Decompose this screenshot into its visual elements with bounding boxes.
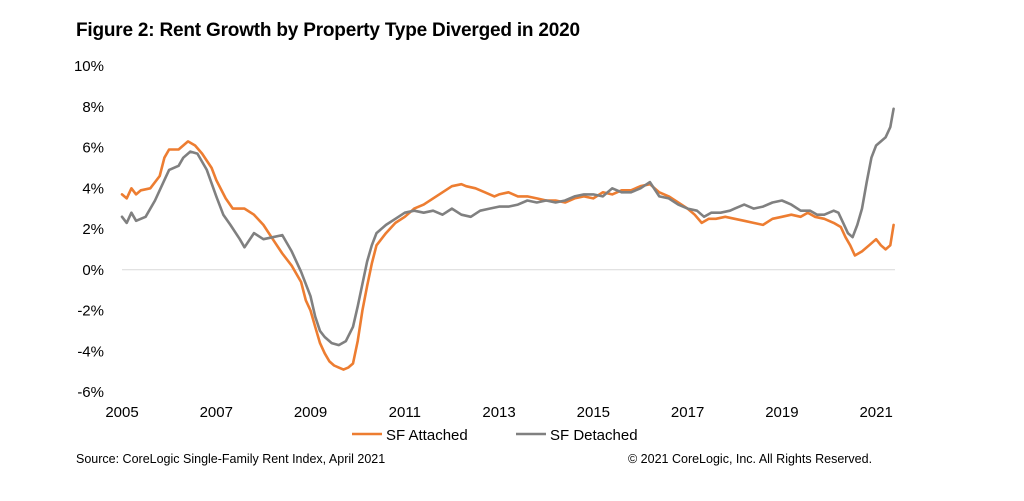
legend-label: SF Attached — [386, 427, 468, 444]
y-tick-label: 6% — [82, 140, 104, 157]
legend-label: SF Detached — [550, 427, 638, 444]
x-tick-label: 2015 — [577, 404, 610, 421]
x-tick-label: 2007 — [200, 404, 233, 421]
source-note: Source: CoreLogic Single-Family Rent Ind… — [76, 452, 386, 466]
x-tick-label: 2021 — [859, 404, 892, 421]
x-axis: 2005 2007 2009 2011 2013 2015 2017 2019 2021 — [105, 404, 893, 421]
y-tick-label: -6% — [77, 384, 104, 401]
y-tick-label: 10% — [74, 58, 104, 75]
chart-title: Figure 2: Rent Growth by Property Type D… — [76, 20, 580, 41]
x-tick-label: 2009 — [294, 404, 327, 421]
y-tick-label: 0% — [82, 262, 104, 279]
y-tick-label: -4% — [77, 343, 104, 360]
copyright-note: © 2021 CoreLogic, Inc. All Rights Reserv… — [628, 452, 873, 466]
x-tick-label: 2017 — [671, 404, 704, 421]
y-tick-label: 2% — [82, 221, 104, 238]
series-line-sf-attached — [120, 140, 895, 371]
y-axis: 10% 8% 6% 4% 2% 0% -2% -4% -6% — [74, 58, 104, 401]
x-tick-label: 2005 — [105, 404, 138, 421]
series-lines — [120, 107, 895, 371]
y-tick-label: 4% — [82, 180, 104, 197]
y-tick-label: -2% — [77, 303, 104, 320]
series-line-sf-detached — [120, 107, 895, 347]
y-tick-label: 8% — [82, 99, 104, 116]
x-tick-label: 2019 — [765, 404, 798, 421]
x-tick-label: 2011 — [389, 404, 421, 421]
x-tick-label: 2013 — [482, 404, 515, 421]
legend: SF Attached SF Detached — [352, 427, 638, 444]
